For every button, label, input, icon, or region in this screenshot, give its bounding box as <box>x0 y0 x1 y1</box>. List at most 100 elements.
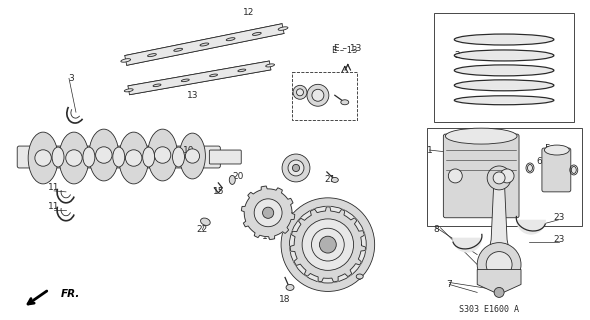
FancyBboxPatch shape <box>209 150 241 164</box>
Circle shape <box>263 207 274 218</box>
Ellipse shape <box>571 166 576 173</box>
Text: 19: 19 <box>352 273 363 282</box>
Text: FR.: FR. <box>61 289 80 300</box>
Text: 17: 17 <box>263 232 274 241</box>
Text: 13: 13 <box>186 91 198 100</box>
Ellipse shape <box>455 51 553 60</box>
FancyBboxPatch shape <box>443 134 519 218</box>
Polygon shape <box>241 186 295 239</box>
Ellipse shape <box>341 100 349 105</box>
Text: 6: 6 <box>564 167 570 176</box>
Ellipse shape <box>356 274 363 279</box>
Text: 11: 11 <box>48 202 60 211</box>
Ellipse shape <box>65 150 82 166</box>
Ellipse shape <box>253 32 261 36</box>
Ellipse shape <box>455 66 553 75</box>
Text: 5: 5 <box>544 144 550 153</box>
Bar <box>292 72 357 120</box>
Circle shape <box>312 228 344 261</box>
Ellipse shape <box>174 48 182 51</box>
Text: 2: 2 <box>454 51 460 60</box>
Text: 23: 23 <box>553 235 565 244</box>
Circle shape <box>494 287 504 297</box>
FancyBboxPatch shape <box>542 148 571 192</box>
Ellipse shape <box>185 149 199 163</box>
Ellipse shape <box>155 147 171 163</box>
Text: 16: 16 <box>310 255 322 264</box>
Ellipse shape <box>445 128 517 144</box>
Ellipse shape <box>297 89 303 96</box>
Circle shape <box>290 206 366 283</box>
Ellipse shape <box>455 35 553 44</box>
Text: S303 E1600 A: S303 E1600 A <box>459 305 519 314</box>
Text: 10: 10 <box>183 146 194 155</box>
Bar <box>434 13 574 122</box>
Circle shape <box>317 234 338 255</box>
Text: 12: 12 <box>242 8 254 17</box>
Ellipse shape <box>148 129 178 181</box>
Circle shape <box>319 236 336 253</box>
Ellipse shape <box>35 150 51 166</box>
Polygon shape <box>477 269 521 294</box>
Text: 23: 23 <box>553 213 565 222</box>
Ellipse shape <box>230 175 235 184</box>
Bar <box>427 128 582 226</box>
Ellipse shape <box>179 133 205 179</box>
Ellipse shape <box>83 147 95 167</box>
Ellipse shape <box>52 147 64 167</box>
Ellipse shape <box>545 145 569 155</box>
Ellipse shape <box>286 284 294 291</box>
Wedge shape <box>516 220 546 235</box>
Ellipse shape <box>153 84 161 87</box>
Ellipse shape <box>332 177 338 182</box>
Ellipse shape <box>148 54 156 57</box>
Text: 20: 20 <box>232 172 244 181</box>
Ellipse shape <box>200 43 209 46</box>
Ellipse shape <box>121 59 130 62</box>
Ellipse shape <box>124 89 133 92</box>
Ellipse shape <box>293 85 307 99</box>
Ellipse shape <box>113 147 124 167</box>
Text: 3: 3 <box>68 74 74 83</box>
Circle shape <box>302 219 353 270</box>
Text: 15: 15 <box>212 188 224 196</box>
Circle shape <box>493 172 505 184</box>
Text: 21: 21 <box>324 175 336 184</box>
Ellipse shape <box>201 218 210 225</box>
Text: 9: 9 <box>468 183 474 192</box>
Ellipse shape <box>209 74 218 77</box>
Text: 14: 14 <box>291 172 303 181</box>
Text: 11: 11 <box>48 183 60 192</box>
Ellipse shape <box>527 164 532 172</box>
Ellipse shape <box>455 97 553 104</box>
Circle shape <box>486 252 512 277</box>
Text: 7: 7 <box>447 280 452 289</box>
Ellipse shape <box>266 64 274 67</box>
FancyBboxPatch shape <box>17 146 220 168</box>
Ellipse shape <box>59 132 89 184</box>
Circle shape <box>288 160 304 176</box>
Circle shape <box>487 166 511 190</box>
Polygon shape <box>487 175 511 279</box>
Ellipse shape <box>119 132 149 184</box>
Text: 8: 8 <box>434 225 440 234</box>
Circle shape <box>307 84 329 106</box>
Polygon shape <box>128 61 271 95</box>
Polygon shape <box>290 207 366 282</box>
Circle shape <box>254 199 282 227</box>
Circle shape <box>312 89 324 101</box>
Ellipse shape <box>126 150 142 166</box>
Ellipse shape <box>226 38 235 41</box>
Ellipse shape <box>455 81 553 90</box>
Text: 22: 22 <box>197 225 208 234</box>
Circle shape <box>500 169 514 183</box>
Circle shape <box>448 169 463 183</box>
Ellipse shape <box>143 147 155 167</box>
Text: E – 13: E – 13 <box>332 46 358 55</box>
Ellipse shape <box>28 132 58 184</box>
Text: E – 13: E – 13 <box>334 44 362 53</box>
Circle shape <box>477 243 521 286</box>
Ellipse shape <box>238 69 246 72</box>
Circle shape <box>281 198 375 292</box>
Polygon shape <box>124 24 284 65</box>
